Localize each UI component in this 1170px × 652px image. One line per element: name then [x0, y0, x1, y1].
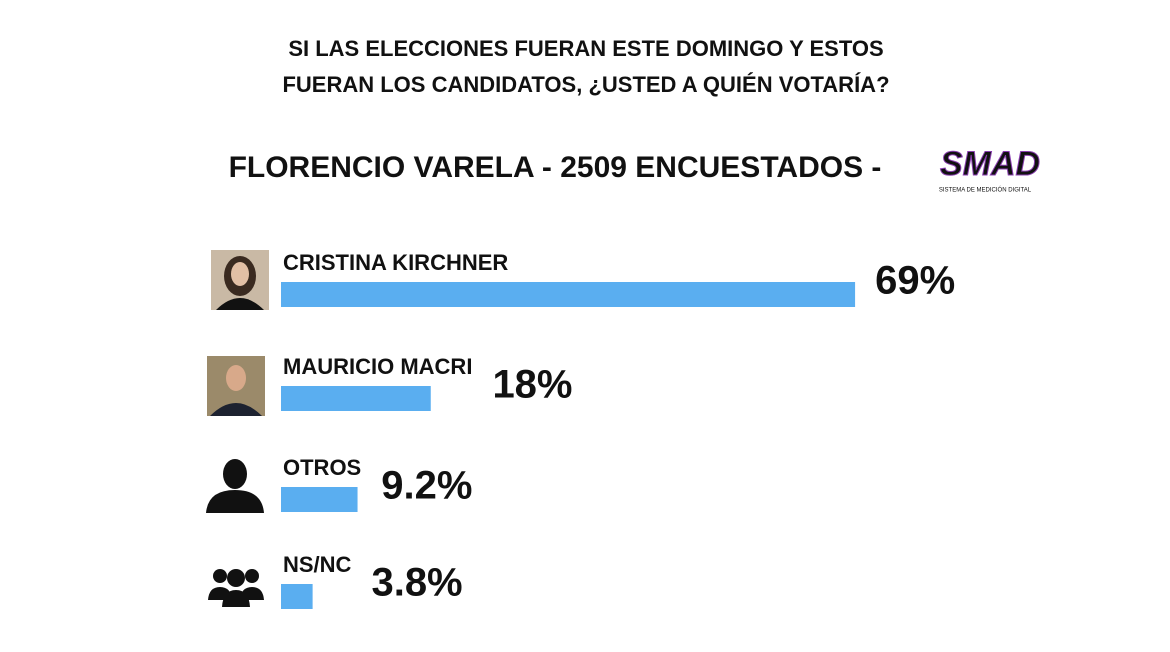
logo: SMAD	[940, 145, 1040, 183]
value-label: 3.8%	[371, 561, 462, 605]
category-label: MAURICIO MACRI	[283, 354, 472, 379]
logo-caption: SISTEMA DE MEDICIÓN DIGITAL	[939, 187, 1032, 194]
group-icon	[208, 569, 264, 607]
person-icon	[206, 459, 264, 513]
bar	[281, 282, 856, 307]
photo	[207, 356, 265, 416]
photo	[211, 250, 269, 310]
value-label: 18%	[492, 363, 572, 407]
value-label: 69%	[875, 259, 955, 303]
category-label: CRISTINA KIRCHNER	[283, 250, 508, 275]
category-label: OTROS	[283, 455, 361, 480]
value-label: 9.2%	[381, 464, 472, 508]
chart-title: FUERAN LOS CANDIDATOS, ¿USTED A QUIÉN VO…	[282, 72, 889, 97]
bar	[281, 487, 358, 512]
bar	[281, 386, 431, 411]
chart-subtitle: FLORENCIO VARELA - 2509 ENCUESTADOS -	[229, 151, 882, 184]
chart-title: SI LAS ELECCIONES FUERAN ESTE DOMINGO Y …	[288, 36, 883, 61]
category-label: NS/NC	[283, 552, 352, 577]
bar	[281, 584, 313, 609]
